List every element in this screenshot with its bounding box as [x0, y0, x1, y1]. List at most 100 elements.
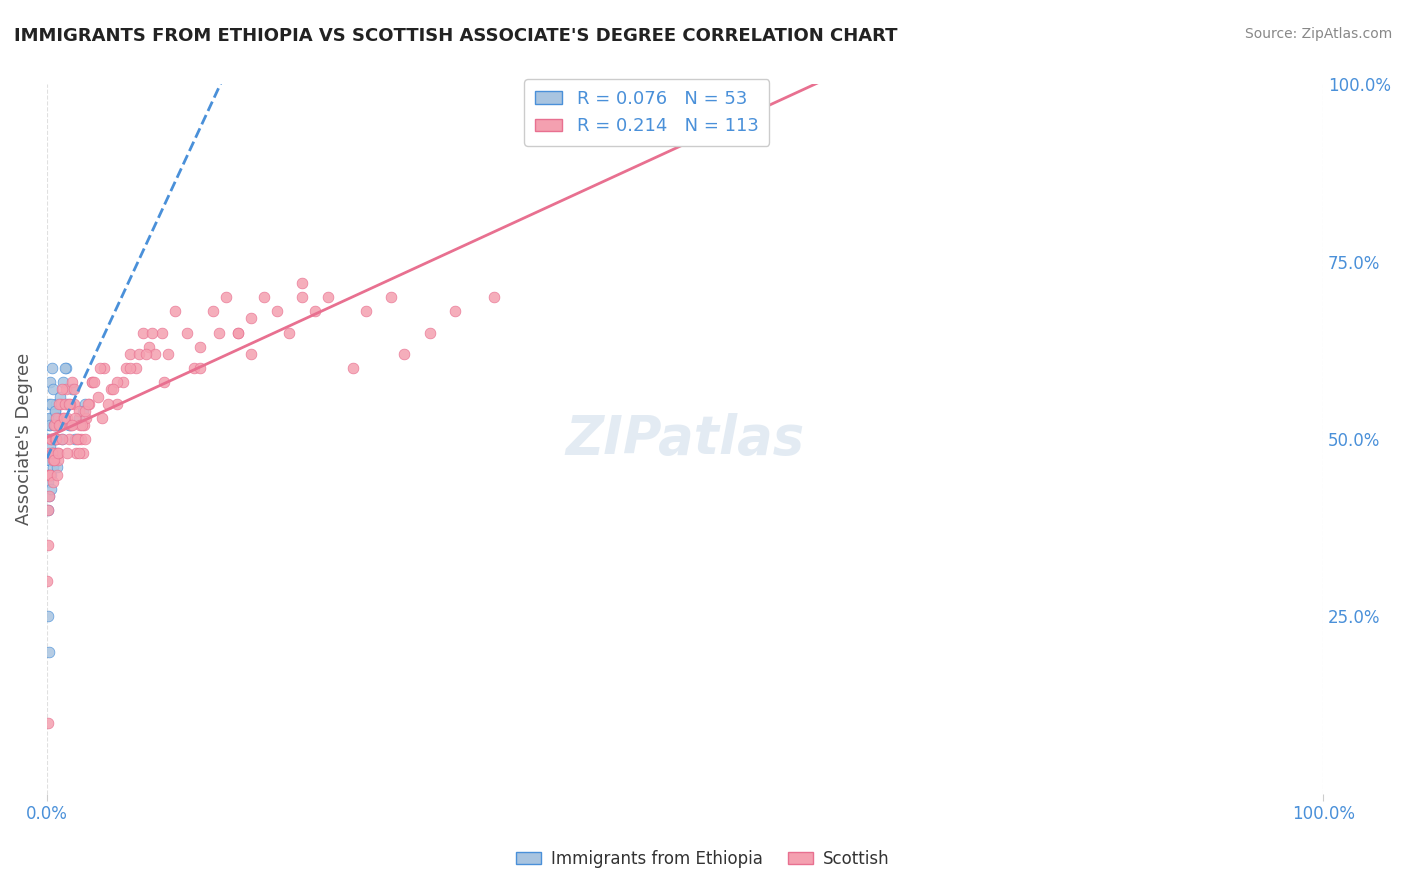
Point [39, 467, 62, 482]
Point [115, 361, 138, 376]
Point [70, 417, 93, 432]
Point [42, 446, 65, 460]
Point [131, 326, 153, 340]
Point [56, 410, 79, 425]
Point [41, 453, 63, 467]
Point [39, 439, 62, 453]
Point [240, 311, 263, 326]
Point [42, 475, 65, 489]
Point [38, 645, 60, 659]
Point [39, 432, 62, 446]
Point [150, 326, 173, 340]
Point [118, 347, 141, 361]
Point [63, 432, 86, 446]
Point [42, 432, 65, 446]
Point [46, 460, 69, 475]
Point [44, 403, 66, 417]
Point [93, 361, 115, 376]
Point [56, 396, 79, 410]
Point [38, 446, 60, 460]
Point [62, 396, 84, 410]
Point [58, 432, 80, 446]
Point [67, 410, 90, 425]
Point [354, 304, 377, 318]
Point [188, 340, 211, 354]
Legend: Immigrants from Ethiopia, Scottish: Immigrants from Ethiopia, Scottish [509, 844, 897, 875]
Point [37, 538, 59, 552]
Point [48, 417, 70, 432]
Point [63, 410, 86, 425]
Point [60, 417, 83, 432]
Point [51, 432, 73, 446]
Point [42, 417, 65, 432]
Point [38, 410, 60, 425]
Point [228, 326, 250, 340]
Point [278, 326, 301, 340]
Point [67, 403, 90, 417]
Point [419, 326, 441, 340]
Point [45, 396, 67, 410]
Point [39, 467, 62, 482]
Point [37, 475, 59, 489]
Point [240, 347, 263, 361]
Text: ZIPatlas: ZIPatlas [565, 413, 804, 465]
Point [37, 574, 59, 588]
Point [75, 403, 97, 417]
Point [44, 453, 66, 467]
Point [87, 390, 110, 404]
Point [41, 432, 63, 446]
Point [380, 290, 402, 304]
Point [37, 609, 59, 624]
Point [291, 290, 314, 304]
Point [42, 417, 65, 432]
Point [125, 361, 148, 376]
Point [49, 417, 72, 432]
Point [67, 446, 90, 460]
Point [44, 432, 66, 446]
Point [45, 467, 67, 482]
Point [39, 482, 62, 496]
Point [39, 417, 62, 432]
Point [188, 361, 211, 376]
Point [103, 383, 125, 397]
Point [44, 417, 66, 432]
Point [37, 467, 59, 482]
Point [58, 396, 80, 410]
Point [48, 453, 70, 467]
Point [37, 432, 59, 446]
Point [52, 376, 75, 390]
Point [41, 432, 63, 446]
Point [157, 347, 180, 361]
Point [141, 326, 163, 340]
Point [65, 446, 87, 460]
Point [80, 376, 103, 390]
Point [66, 432, 89, 446]
Point [63, 383, 86, 397]
Point [41, 446, 63, 460]
Point [163, 304, 186, 318]
Point [128, 347, 150, 361]
Point [41, 446, 63, 460]
Point [37, 432, 59, 446]
Point [482, 290, 505, 304]
Point [37, 503, 59, 517]
Point [37, 503, 59, 517]
Point [105, 396, 128, 410]
Point [41, 410, 63, 425]
Point [51, 383, 73, 397]
Point [75, 410, 97, 425]
Point [53, 410, 76, 425]
Point [394, 347, 416, 361]
Point [70, 432, 93, 446]
Point [49, 396, 72, 410]
Legend: R = 0.076   N = 53, R = 0.214   N = 113: R = 0.076 N = 53, R = 0.214 N = 113 [524, 79, 769, 146]
Point [38, 489, 60, 503]
Point [73, 417, 96, 432]
Point [90, 410, 112, 425]
Point [39, 446, 62, 460]
Point [45, 432, 67, 446]
Point [304, 304, 326, 318]
Point [46, 446, 69, 460]
Point [105, 376, 128, 390]
Point [55, 383, 77, 397]
